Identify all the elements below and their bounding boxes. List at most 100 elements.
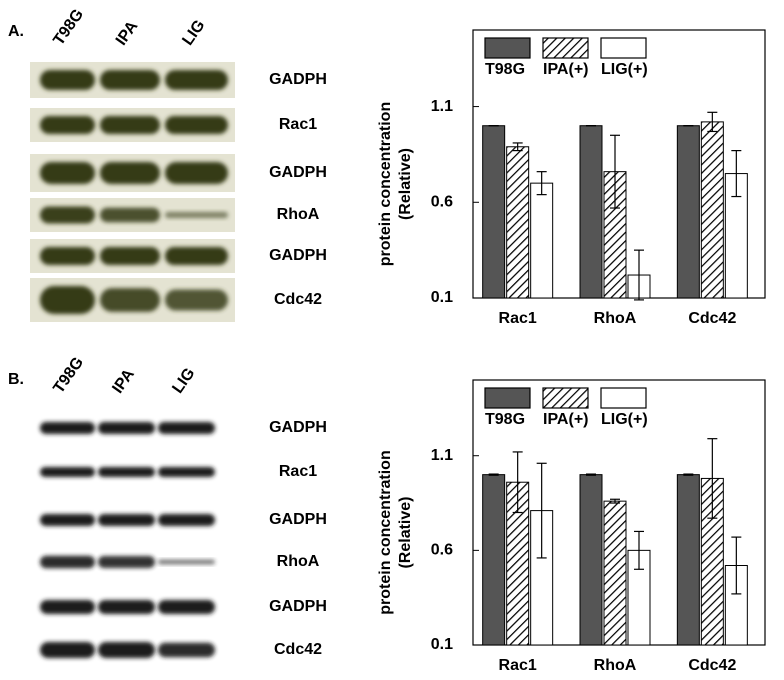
bar [676, 474, 700, 646]
panel-label: B. [8, 371, 24, 388]
bar [676, 125, 700, 299]
lane-label: LIG [169, 365, 198, 397]
x-tick-label: Rac1 [499, 657, 537, 674]
error-bar [488, 473, 499, 476]
error-bar [610, 134, 620, 209]
blot-band [158, 642, 215, 658]
legend-swatch [542, 387, 589, 409]
panel-label: A. [8, 23, 24, 40]
error-bar [536, 171, 547, 196]
legend-swatch [484, 387, 531, 409]
error-bar [634, 530, 644, 570]
blot-band [40, 247, 95, 265]
blot-band [165, 116, 228, 134]
blot-band [40, 116, 95, 134]
blot-band [40, 600, 95, 614]
y-axis-label: protein concentration [377, 102, 394, 266]
error-bar [536, 462, 547, 559]
x-tick-label: RhoA [594, 657, 637, 674]
blot-band [40, 514, 95, 526]
lane-label: IPA [109, 366, 138, 397]
band-label: Cdc42 [274, 641, 322, 658]
blot-band [165, 247, 228, 265]
bar [579, 125, 603, 299]
blot-band [40, 555, 95, 569]
band-label: Cdc42 [274, 291, 322, 308]
lane-label: T98G [50, 6, 87, 49]
bar [506, 146, 530, 299]
x-tick-label: Cdc42 [688, 310, 736, 327]
bar [482, 474, 506, 646]
blot-band [40, 206, 95, 224]
error-bar [707, 438, 718, 519]
bar [700, 121, 724, 299]
bar [579, 474, 603, 646]
lane-label: T98G [50, 354, 87, 397]
blot-band [98, 556, 155, 568]
blot-band [40, 70, 95, 90]
blot-band [98, 422, 155, 434]
bar [482, 125, 506, 299]
y-tick-label: 0.1 [431, 289, 453, 306]
legend-swatch [600, 387, 647, 409]
legend-swatch [542, 37, 589, 59]
legend-label: IPA(+) [543, 61, 588, 78]
bar [603, 500, 627, 646]
legend-label: IPA(+) [543, 411, 588, 428]
legend-label: T98G [485, 61, 525, 78]
error-bar [610, 498, 620, 504]
blot-band [158, 600, 215, 614]
band-label: RhoA [277, 206, 320, 223]
blot-band [158, 514, 215, 526]
blot-band [165, 162, 228, 184]
blot-band [100, 288, 160, 312]
error-bar [707, 111, 718, 133]
band-label: GADPH [269, 598, 327, 615]
error-bar [683, 473, 694, 476]
y-axis-label: (Relative) [397, 148, 414, 220]
blot-band [40, 162, 95, 184]
blot-band [158, 467, 215, 477]
blot-band [158, 559, 215, 565]
band-label: GADPH [269, 71, 327, 88]
blot-band [98, 642, 155, 658]
y-tick-label: 1.1 [431, 447, 453, 464]
x-tick-label: RhoA [594, 310, 637, 327]
blot-band [165, 211, 228, 219]
lane-label: LIG [179, 17, 208, 49]
x-tick-label: Rac1 [499, 310, 537, 327]
band-label: GADPH [269, 511, 327, 528]
blot-band [100, 116, 160, 134]
error-bar [634, 249, 644, 301]
y-tick-label: 0.6 [431, 542, 453, 559]
blot-band [40, 467, 95, 477]
band-label: GADPH [269, 164, 327, 181]
legend-label: LIG(+) [601, 61, 648, 78]
blot-band [40, 286, 95, 314]
y-axis-label: protein concentration [377, 450, 394, 614]
lane-label: IPA [113, 18, 142, 49]
error-bar [512, 451, 523, 514]
blot-band [98, 600, 155, 614]
error-bar [586, 473, 596, 476]
error-bar [731, 150, 742, 198]
legend-swatch [484, 37, 531, 59]
band-label: Rac1 [279, 116, 317, 133]
bar [530, 182, 554, 299]
blot-band [40, 422, 95, 434]
band-label: Rac1 [279, 463, 317, 480]
legend-label: LIG(+) [601, 411, 648, 428]
blot-band [165, 289, 228, 311]
y-tick-label: 0.6 [431, 194, 453, 211]
blot-band [158, 422, 215, 434]
band-label: RhoA [277, 553, 320, 570]
legend-label: T98G [485, 411, 525, 428]
blot-band [100, 247, 160, 265]
blot-band [100, 207, 160, 223]
blot-band [40, 642, 95, 658]
band-label: GADPH [269, 419, 327, 436]
y-tick-label: 1.1 [431, 98, 453, 115]
blot-band [165, 70, 228, 90]
blot-band [98, 514, 155, 526]
